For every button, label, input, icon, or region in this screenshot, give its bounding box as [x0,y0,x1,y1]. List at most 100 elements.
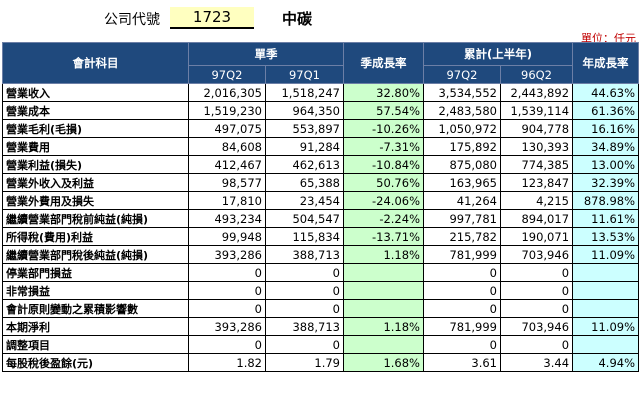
cell-c-prev: 2,443,892 [499,83,574,102]
row-item-label: 本期淨利 [2,317,189,336]
cell-c-current: 2,483,580 [423,101,501,120]
cell-y-growth: 4.94% [572,353,640,372]
cell-q-prev: 1,518,247 [265,83,344,102]
table-row: 營業費用 84,608 91,284 -7.31% 175,892 130,393 34.8… [2,137,640,156]
unit-note: 單位：仟元 [581,32,636,45]
cell-c-current: 781,999 [423,245,501,264]
company-header: 公司代號 1723 中碳 [0,7,640,29]
cell-c-prev: 0 [499,299,574,318]
cell-c-current: 175,892 [423,137,501,156]
company-code-value: 1723 [170,7,254,29]
cell-y-growth: 13.53% [572,227,640,246]
cell-q-growth: 50.76% [343,173,424,192]
row-item-label: 繼續營業部門稅後純益(純損) [2,245,189,264]
cell-q-growth: -7.31% [343,137,424,156]
header-q-current: 97Q2 [188,65,266,84]
table-row: 本期淨利 393,286 388,713 1.18% 781,999 703,946 11.… [2,317,640,336]
table-row: 營業收入 2,016,305 1,518,247 32.80% 3,534,552 2,4… [2,83,640,102]
header-year-growth: 年成長率 [572,42,640,84]
cell-q-prev: 553,897 [265,119,344,138]
company-code-label: 公司代號 [104,12,160,28]
cell-q-growth: 1.18% [343,317,424,336]
cell-q-growth: 32.80% [343,83,424,102]
cell-c-current: 41,264 [423,191,501,210]
cell-c-current: 215,782 [423,227,501,246]
cell-c-prev: 3.44 [499,353,574,372]
cell-c-prev: 904,778 [499,119,574,138]
cell-q-growth [343,281,424,300]
cell-q-current: 1,519,230 [188,101,266,120]
cell-y-growth: 44.63% [572,83,640,102]
cell-q-prev: 23,454 [265,191,344,210]
table-row: 營業外費用及損失 17,810 23,454 -24.06% 41,264 4,215 87… [2,191,640,210]
cell-y-growth [572,335,640,354]
cell-q-prev: 91,284 [265,137,344,156]
row-item-label: 會計原則變動之累積影響數 [2,299,189,318]
cell-c-prev: 1,539,114 [499,101,574,120]
cell-q-prev: 504,547 [265,209,344,228]
table-row: 繼續營業部門稅前純益(純損) 493,234 504,547 -2.24% 997,78… [2,209,640,228]
table-row: 繼續營業部門稅後純益(純損) 393,286 388,713 1.18% 781,999… [2,245,640,264]
cell-c-prev: 0 [499,281,574,300]
cell-c-current: 3.61 [423,353,501,372]
cell-c-current: 163,965 [423,173,501,192]
header-quarter-growth: 季成長率 [343,42,424,84]
cell-c-current: 997,781 [423,209,501,228]
cell-c-current: 0 [423,263,501,282]
cell-q-growth: 57.54% [343,101,424,120]
row-item-label: 營業利益(損失) [2,155,189,174]
cell-q-current: 393,286 [188,317,266,336]
row-item-label: 營業外費用及損失 [2,191,189,210]
cell-y-growth [572,263,640,282]
cell-q-prev: 65,388 [265,173,344,192]
cell-y-growth [572,299,640,318]
row-item-label: 調整項目 [2,335,189,354]
row-item-label: 營業收入 [2,83,189,102]
cell-y-growth: 13.00% [572,155,640,174]
cell-c-prev: 130,393 [499,137,574,156]
header-c-prev: 96Q2 [499,65,574,84]
cell-c-current: 0 [423,299,501,318]
cell-q-growth: -24.06% [343,191,424,210]
cell-q-current: 17,810 [188,191,266,210]
cell-y-growth: 11.61% [572,209,640,228]
cell-q-growth: 1.18% [343,245,424,264]
cell-q-prev: 0 [265,263,344,282]
cell-q-current: 1.82 [188,353,266,372]
cell-y-growth: 34.89% [572,137,640,156]
row-item-label: 每股稅後盈餘(元) [2,353,189,372]
cell-y-growth: 16.16% [572,119,640,138]
cell-q-current: 0 [188,281,266,300]
cell-y-growth: 878.98% [572,191,640,210]
cell-c-prev: 703,946 [499,317,574,336]
cell-c-prev: 774,385 [499,155,574,174]
row-item-label: 營業外收入及利益 [2,173,189,192]
row-item-label: 營業費用 [2,137,189,156]
cell-c-prev: 894,017 [499,209,574,228]
table-row: 每股稅後盈餘(元) 1.82 1.79 1.68% 3.61 3.44 4.94% [2,353,640,372]
row-item-label: 所得稅(費用)利益 [2,227,189,246]
table-row: 營業毛利(毛損) 497,075 553,897 -10.26% 1,050,972 90… [2,119,640,138]
header-q-prev: 97Q1 [265,65,344,84]
cell-c-prev: 123,847 [499,173,574,192]
cell-q-prev: 964,350 [265,101,344,120]
cell-q-prev: 388,713 [265,245,344,264]
cell-q-prev: 462,613 [265,155,344,174]
cell-q-growth: -10.84% [343,155,424,174]
cell-q-prev: 0 [265,335,344,354]
cell-c-current: 781,999 [423,317,501,336]
cell-q-growth: 1.68% [343,353,424,372]
table-row: 營業利益(損失) 412,467 462,613 -10.84% 875,080 774,… [2,155,640,174]
cell-q-growth: -2.24% [343,209,424,228]
table-row: 會計原則變動之累積影響數 0 0 0 0 [2,299,640,318]
cell-q-current: 99,948 [188,227,266,246]
cell-c-prev: 4,215 [499,191,574,210]
cell-q-current: 0 [188,299,266,318]
cell-c-current: 1,050,972 [423,119,501,138]
cell-q-prev: 0 [265,299,344,318]
header-quarter-group: 單季 [188,42,344,66]
cell-q-current: 393,286 [188,245,266,264]
cell-y-growth [572,281,640,300]
table-row: 營業外收入及利益 98,577 65,388 50.76% 163,965 123,847… [2,173,640,192]
cell-q-growth [343,299,424,318]
